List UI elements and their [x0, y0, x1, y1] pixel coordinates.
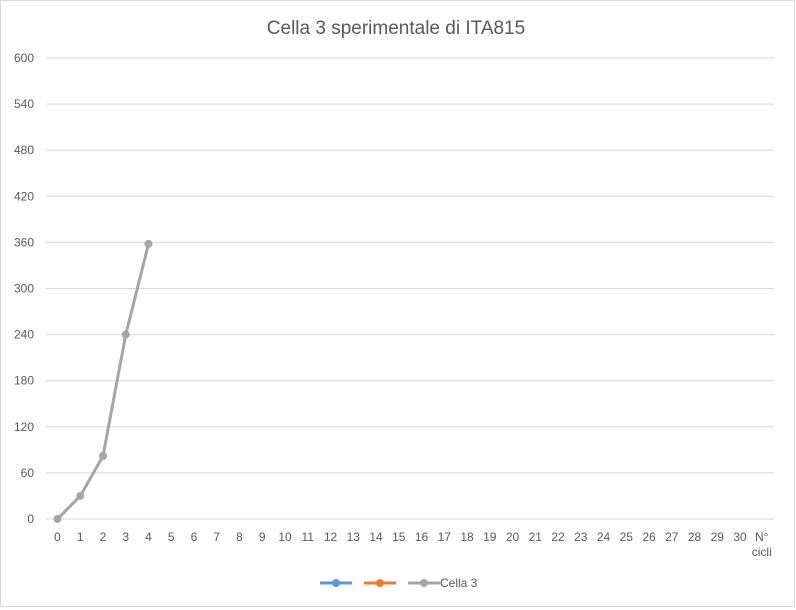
y-axis-tick-labels: 0 60 120 180 240 300 360 420 480 540 600: [14, 51, 34, 526]
x-tick-label: 30: [733, 530, 747, 544]
x-tick-label: 9: [259, 530, 266, 544]
data-point: [99, 451, 107, 460]
y-tick-label: 180: [14, 374, 34, 388]
x-tick-label: 21: [529, 530, 543, 544]
legend-marker: [332, 579, 340, 587]
x-tick-label: 11: [302, 530, 315, 544]
data-point: [121, 330, 130, 339]
x-tick-label: 3: [122, 530, 129, 544]
y-tick-label: 420: [14, 189, 34, 203]
chart-title: Cella 3 sperimentale di ITA815: [267, 18, 525, 39]
x-tick-label: 19: [483, 530, 497, 544]
x-tick-label: 13: [347, 530, 361, 544]
x-tick-label: 7: [213, 530, 220, 544]
x-tick-label: 20: [506, 530, 520, 544]
series-lines: [53, 239, 153, 523]
x-tick-label: 14: [369, 530, 383, 544]
x-tick-label: 6: [191, 530, 198, 544]
gridlines: [46, 57, 774, 520]
y-tick-label: 300: [14, 282, 34, 296]
y-tick-label: 0: [27, 512, 34, 526]
x-tick-label: 25: [620, 530, 634, 544]
x-tick-label: 29: [711, 530, 725, 544]
legend-label: Cella 3: [440, 576, 478, 590]
x-tick-label: 18: [460, 530, 474, 544]
x-tick-label: 10: [278, 530, 292, 544]
x-tick-label: 15: [392, 530, 406, 544]
x-tick-label: 4: [145, 530, 152, 544]
x-tick-label: 23: [574, 530, 588, 544]
x-tick-label: 0: [54, 530, 61, 544]
legend-marker: [420, 579, 428, 587]
legend-marker: [376, 579, 384, 587]
x-tick-label: 22: [551, 530, 565, 544]
x-tick-label: 2: [100, 530, 107, 544]
x-tick-label: 28: [688, 530, 702, 544]
y-tick-label: 540: [14, 97, 34, 111]
x-tick-label: 16: [415, 530, 429, 544]
data-point: [53, 515, 62, 523]
x-axis-tick-labels: 0 1 2 3 4 5 6 7 8 9 10 11 12 13 14 15 16 17 18 19 20 21 22 23 24…: [54, 530, 772, 559]
x-tick-label: 24: [597, 530, 611, 544]
y-tick-label: 60: [21, 466, 35, 480]
y-tick-label: 600: [14, 51, 34, 65]
y-tick-label: 120: [14, 420, 34, 434]
y-tick-label: 240: [14, 328, 34, 342]
legend: Cella 3: [320, 576, 478, 590]
x-tick-label: 26: [642, 530, 656, 544]
x-tick-label: 5: [168, 530, 175, 544]
data-point: [144, 239, 153, 248]
data-point: [76, 491, 85, 500]
x-tick-label: 1: [77, 530, 84, 544]
x-axis-label: cicli: [752, 545, 772, 559]
x-tick-label: 12: [324, 530, 338, 544]
x-tick-label: 8: [236, 530, 243, 544]
x-tick-label: 27: [665, 530, 679, 544]
x-axis-label: N°: [755, 530, 769, 544]
y-tick-label: 360: [14, 235, 34, 249]
x-tick-label: 17: [438, 530, 452, 544]
y-tick-label: 480: [14, 143, 34, 157]
